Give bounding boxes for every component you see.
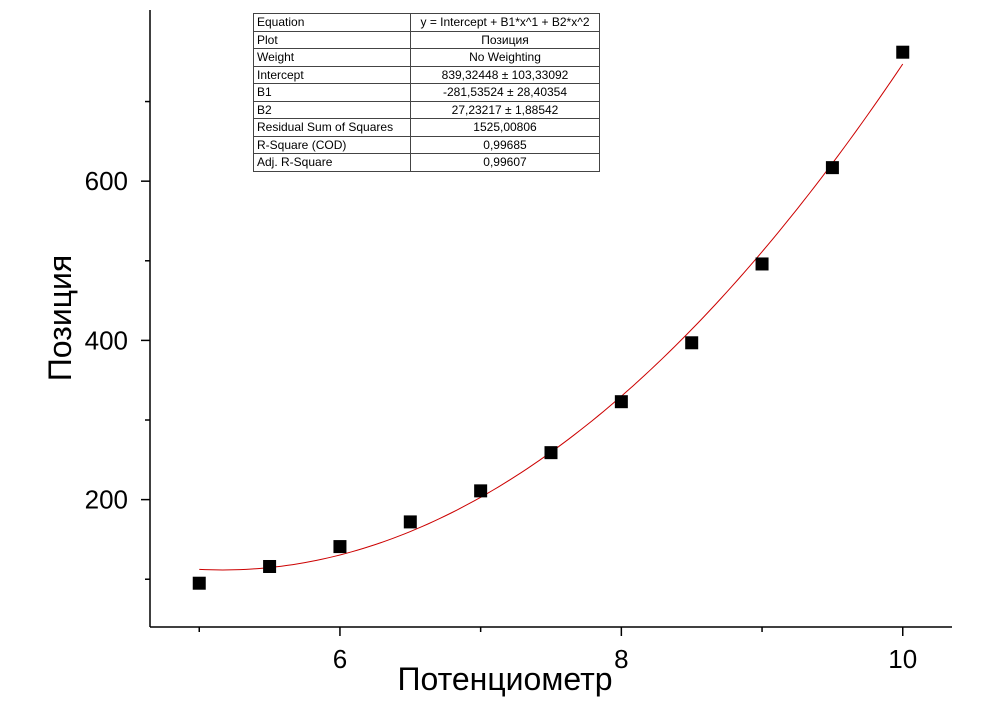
fit-table-key: Intercept bbox=[253, 65, 411, 84]
data-point bbox=[263, 559, 277, 573]
fit-table-key: R-Square (COD) bbox=[253, 135, 411, 154]
data-point bbox=[192, 576, 206, 590]
fit-table-row: Plot Позиция bbox=[253, 30, 600, 49]
fit-table-value: 839,32448 ± 103,33092 bbox=[410, 65, 600, 84]
y-tick-label: 200 bbox=[85, 485, 128, 515]
ticks bbox=[141, 100, 904, 636]
fit-table-row: Equation y = Intercept + B1*x^1 + B2*x^2 bbox=[253, 13, 600, 32]
x-axis-label: Потенциометр bbox=[397, 661, 612, 697]
fit-table-value: 27,23217 ± 1,88542 bbox=[410, 100, 600, 119]
fit-table-row: Adj. R-Square 0,99607 bbox=[253, 153, 600, 172]
y-tick-label: 600 bbox=[85, 166, 128, 196]
fit-table-row: B2 27,23217 ± 1,88542 bbox=[253, 100, 600, 119]
fit-table-row: Weight No Weighting bbox=[253, 48, 600, 67]
fit-table-row: B1 -281,53524 ± 28,40354 bbox=[253, 83, 600, 102]
fit-table-value: y = Intercept + B1*x^1 + B2*x^2 bbox=[410, 13, 600, 32]
fit-table-value: 0,99607 bbox=[410, 153, 600, 172]
fit-table-value: 0,99685 bbox=[410, 135, 600, 154]
tick-labels: 6 8 10 200 400 600 bbox=[85, 166, 918, 674]
fit-table-row: Residual Sum of Squares 1525,00806 bbox=[253, 118, 600, 137]
fit-table-row: R-Square (COD) 0,99685 bbox=[253, 135, 600, 154]
fit-table-key: Residual Sum of Squares bbox=[253, 118, 411, 137]
fit-table-key: Weight bbox=[253, 48, 411, 67]
data-points bbox=[192, 45, 910, 590]
data-point bbox=[896, 45, 910, 59]
fit-table-value: No Weighting bbox=[410, 48, 600, 67]
y-tick-label: 400 bbox=[85, 325, 128, 355]
fit-table-row: Intercept 839,32448 ± 103,33092 bbox=[253, 65, 600, 84]
data-point bbox=[403, 515, 417, 529]
fit-table-value: Позиция bbox=[410, 30, 600, 49]
data-point bbox=[333, 540, 347, 554]
data-point bbox=[825, 161, 839, 175]
y-axis-label: Позиция bbox=[42, 255, 78, 382]
data-point bbox=[685, 336, 699, 350]
data-point bbox=[544, 446, 558, 460]
fit-table-key: Plot bbox=[253, 30, 411, 49]
x-tick-label: 6 bbox=[333, 644, 347, 674]
x-tick-label: 10 bbox=[888, 644, 917, 674]
fit-table-key: Equation bbox=[253, 13, 411, 32]
fit-table-key: B1 bbox=[253, 83, 411, 102]
data-point bbox=[755, 257, 769, 271]
data-point bbox=[614, 395, 628, 409]
fit-table-key: B2 bbox=[253, 100, 411, 119]
fit-table-value: 1525,00806 bbox=[410, 118, 600, 137]
fit-table-key: Adj. R-Square bbox=[253, 153, 411, 172]
fit-results-table: Equation y = Intercept + B1*x^1 + B2*x^2 P… bbox=[253, 13, 600, 172]
axes bbox=[149, 10, 952, 628]
fit-table-value: -281,53524 ± 28,40354 bbox=[410, 83, 600, 102]
data-point bbox=[474, 484, 488, 498]
x-tick-label: 8 bbox=[614, 644, 628, 674]
